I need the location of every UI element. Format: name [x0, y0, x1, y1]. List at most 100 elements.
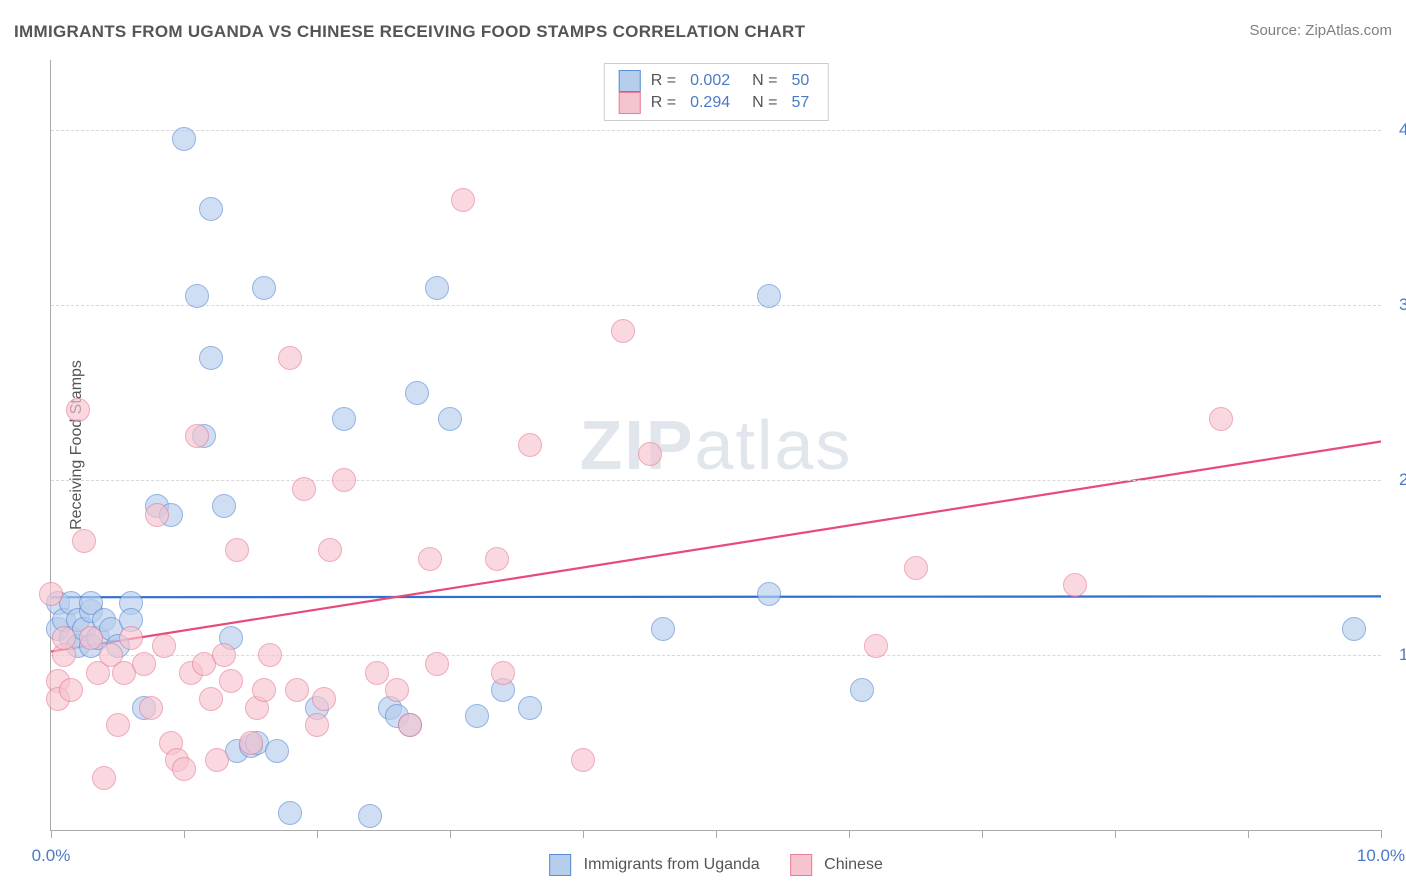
scatter-point: [258, 643, 282, 667]
plot-area: Receiving Food Stamps ZIPatlas R = 0.002…: [50, 60, 1381, 831]
scatter-point: [485, 547, 509, 571]
legend-stats-row: R = 0.294 N = 57: [619, 92, 814, 114]
scatter-point: [312, 687, 336, 711]
scatter-point: [172, 127, 196, 151]
scatter-point: [106, 713, 130, 737]
legend-stats-row: R = 0.002 N = 50: [619, 70, 814, 92]
scatter-point: [491, 661, 515, 685]
scatter-point: [571, 748, 595, 772]
scatter-point: [385, 678, 409, 702]
scatter-point: [172, 757, 196, 781]
scatter-point: [757, 284, 781, 308]
scatter-point: [518, 696, 542, 720]
scatter-point: [145, 503, 169, 527]
scatter-point: [79, 626, 103, 650]
trend-line: [51, 442, 1381, 652]
x-tick: [51, 830, 52, 838]
scatter-point: [219, 669, 243, 693]
scatter-point: [139, 696, 163, 720]
scatter-point: [398, 713, 422, 737]
scatter-point: [205, 748, 229, 772]
scatter-point: [92, 766, 116, 790]
x-tick: [1248, 830, 1249, 838]
scatter-point: [72, 529, 96, 553]
legend-n-value: 50: [791, 72, 809, 90]
legend-text: R =: [651, 72, 676, 90]
x-tick: [716, 830, 717, 838]
scatter-point: [52, 626, 76, 650]
y-tick-label: 10.0%: [1399, 645, 1406, 665]
scatter-point: [212, 494, 236, 518]
chart-title: IMMIGRANTS FROM UGANDA VS CHINESE RECEIV…: [14, 22, 805, 42]
legend-n-value: 57: [791, 94, 809, 112]
legend-bottom: Immigrants from Uganda Chinese: [549, 854, 883, 876]
trend-line: [51, 596, 1381, 597]
x-tick: [849, 830, 850, 838]
scatter-point: [285, 678, 309, 702]
x-tick-label: 0.0%: [32, 846, 71, 866]
scatter-point: [332, 407, 356, 431]
chart-container: IMMIGRANTS FROM UGANDA VS CHINESE RECEIV…: [0, 0, 1406, 892]
scatter-point: [305, 713, 329, 737]
scatter-point: [358, 804, 382, 828]
legend-text: N =: [752, 94, 777, 112]
scatter-point: [418, 547, 442, 571]
x-tick: [1115, 830, 1116, 838]
legend-swatch-pink: [619, 92, 641, 114]
scatter-point: [212, 643, 236, 667]
scatter-point: [39, 582, 63, 606]
legend-swatch-blue: [619, 70, 641, 92]
scatter-point: [757, 582, 781, 606]
scatter-point: [864, 634, 888, 658]
scatter-point: [518, 433, 542, 457]
scatter-point: [239, 731, 263, 755]
grid-line: [51, 655, 1381, 656]
grid-line: [51, 130, 1381, 131]
scatter-point: [292, 477, 316, 501]
scatter-point: [332, 468, 356, 492]
legend-text: N =: [752, 72, 777, 90]
scatter-point: [199, 346, 223, 370]
scatter-point: [185, 284, 209, 308]
scatter-point: [850, 678, 874, 702]
scatter-point: [611, 319, 635, 343]
x-tick: [982, 830, 983, 838]
watermark-bold: ZIP: [580, 406, 695, 484]
x-tick: [184, 830, 185, 838]
grid-line: [51, 480, 1381, 481]
watermark-light: atlas: [695, 406, 853, 484]
legend-item: Immigrants from Uganda: [549, 854, 760, 876]
scatter-point: [185, 424, 209, 448]
legend-r-value: 0.002: [690, 72, 730, 90]
chart-source: Source: ZipAtlas.com: [1249, 22, 1392, 39]
scatter-point: [405, 381, 429, 405]
scatter-point: [451, 188, 475, 212]
scatter-point: [265, 739, 289, 763]
scatter-point: [438, 407, 462, 431]
legend-text: R =: [651, 94, 676, 112]
scatter-point: [252, 678, 276, 702]
y-tick-label: 40.0%: [1399, 120, 1406, 140]
scatter-point: [278, 801, 302, 825]
scatter-point: [365, 661, 389, 685]
legend-swatch-blue: [549, 854, 571, 876]
y-tick-label: 20.0%: [1399, 470, 1406, 490]
scatter-point: [651, 617, 675, 641]
scatter-point: [66, 398, 90, 422]
scatter-point: [638, 442, 662, 466]
scatter-point: [152, 634, 176, 658]
scatter-point: [199, 687, 223, 711]
legend-swatch-pink: [790, 854, 812, 876]
legend-label: Chinese: [824, 856, 883, 873]
y-axis-label: Receiving Food Stamps: [68, 360, 86, 530]
scatter-point: [425, 276, 449, 300]
scatter-point: [1342, 617, 1366, 641]
scatter-point: [904, 556, 928, 580]
watermark: ZIPatlas: [580, 405, 853, 485]
x-tick: [317, 830, 318, 838]
scatter-point: [252, 276, 276, 300]
scatter-point: [278, 346, 302, 370]
scatter-point: [199, 197, 223, 221]
scatter-point: [59, 678, 83, 702]
scatter-point: [465, 704, 489, 728]
